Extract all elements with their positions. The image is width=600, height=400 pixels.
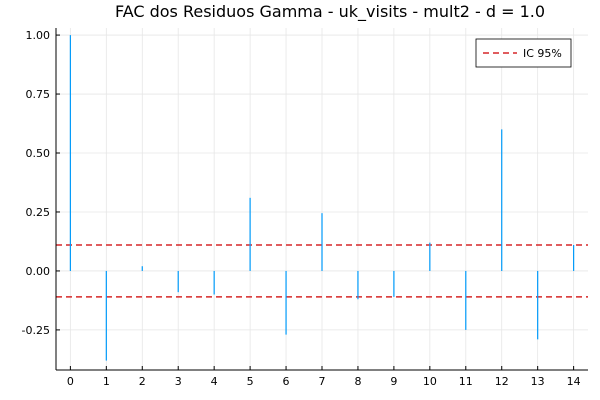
x-tick-label: 1 [103,375,110,388]
y-tick-label: 0.00 [26,265,51,278]
x-tick-label: 4 [211,375,218,388]
x-tick-label: 8 [354,375,361,388]
x-tick-label: 6 [283,375,290,388]
acf-stems [69,35,575,361]
x-tick-label: 12 [495,375,509,388]
x-tick-label: 11 [459,375,473,388]
legend-box [475,38,572,68]
legend-label: IC 95% [523,47,562,60]
y-tick-label: 0.75 [26,88,51,101]
x-tick-label: 9 [390,375,397,388]
x-tick-label: 13 [531,375,545,388]
x-tick-label: 14 [567,375,581,388]
y-tick-label: 0.25 [26,206,51,219]
y-tick-label: 1.00 [26,29,51,42]
grid [56,28,588,370]
x-tick-label: 0 [67,375,74,388]
x-tick-label: 5 [247,375,254,388]
x-tick-label: 7 [319,375,326,388]
x-tick-label: 3 [175,375,182,388]
y-tick-label: 0.50 [26,147,51,160]
legend: IC 95% [475,38,572,68]
axes: 1.000.750.500.250.00-0.250 1 2 3 4 5 6 7 8 9 10 11 1… [22,28,588,388]
x-tick-label: 10 [423,375,437,388]
y-tick-label: -0.25 [22,324,50,337]
chart-title: FAC dos Residuos Gamma - uk_visits - mul… [115,2,545,22]
x-tick-label: 2 [139,375,146,388]
